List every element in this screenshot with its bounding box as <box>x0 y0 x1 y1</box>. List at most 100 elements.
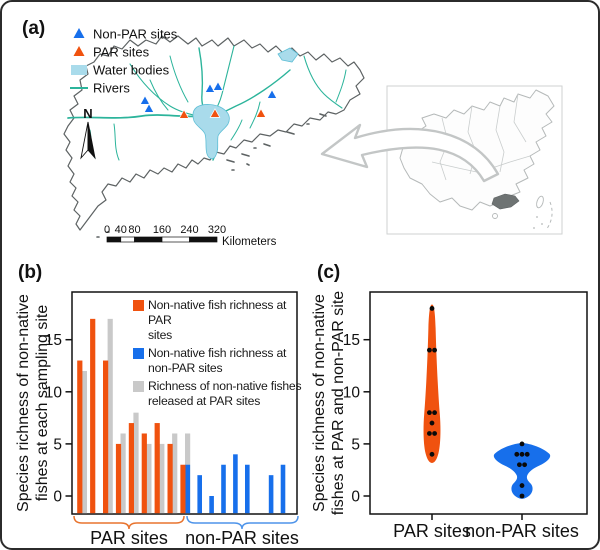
province-outline <box>63 35 365 231</box>
violin-panel: (c) Species richness of non-native fishe… <box>311 262 588 541</box>
bar-legend-entry: Non-native fish richness at non-PAR sites <box>133 346 303 376</box>
bar-legend-swatch-icon <box>133 348 144 359</box>
violin-point <box>514 451 520 457</box>
taiwan-island <box>536 195 544 209</box>
scalebar-segment <box>120 236 135 243</box>
scalebar-segment <box>134 236 163 243</box>
site-triangle-par <box>255 108 267 118</box>
locator-arrow-icon <box>320 123 500 183</box>
violin-par <box>423 304 441 463</box>
bar-nonpar-observed <box>245 464 250 514</box>
bar-par-observed <box>128 423 134 514</box>
guangdong-highlight <box>491 193 520 210</box>
map-panel: (a) <box>22 18 563 248</box>
scalebar-number: 320 <box>208 224 226 236</box>
scalebar-unit-label: Kilometers <box>222 236 277 248</box>
bar-par-released <box>120 433 126 514</box>
bar-legend-entry: Richness of non-native fishes released at… <box>133 379 303 409</box>
violin-point <box>429 451 435 457</box>
map-legend-label: PAR sites <box>93 45 150 60</box>
violin-ylabel-line1: Species richness of non-native <box>311 294 328 512</box>
non-par-sites-brace <box>186 515 299 530</box>
bar-chart-legend: Non-native fish richness at PAR sites Non-… <box>133 298 303 412</box>
legend-water-swatch-icon <box>71 65 87 75</box>
site-triangle-nonpar <box>212 81 224 91</box>
violin-point <box>519 493 525 499</box>
bar-par-observed <box>90 318 96 514</box>
north-label: N <box>83 106 92 121</box>
bar-group-label-par: PAR sites <box>90 528 168 548</box>
bar-legend-entry: Non-native fish richness at PAR sites <box>133 298 303 343</box>
panel-c-label: (c) <box>317 262 340 283</box>
violin-point <box>519 483 525 488</box>
bar-plot-frame <box>71 291 298 515</box>
scalebar-number: 240 <box>180 224 198 236</box>
bar-par-released <box>172 433 178 514</box>
violin-cat-label-par: PAR sites <box>393 521 471 541</box>
scalebar-segment <box>189 236 218 243</box>
bar-par-released <box>146 443 152 514</box>
scalebar-number: 40 <box>115 224 127 236</box>
bar-par-observed <box>154 423 160 514</box>
south-china-sea-line <box>545 201 553 231</box>
site-triangle-par <box>178 109 190 119</box>
bar-par-released <box>81 370 87 514</box>
sea-islets <box>533 216 543 229</box>
violin-point <box>519 441 525 447</box>
par-sites-brace <box>73 515 185 530</box>
bar-nonpar-observed <box>268 475 274 514</box>
violin-point <box>432 431 437 436</box>
bar-chart-panel: (b) Species richness of non-native fishe… <box>15 262 299 548</box>
violin-point <box>524 451 530 457</box>
bar-nonpar-observed <box>221 464 226 514</box>
bar-par-observed <box>141 433 147 514</box>
bar-legend-label: Non-native fish richness at PAR sites <box>148 298 287 342</box>
violin-point <box>432 347 437 353</box>
bar-y-tick-label: 0 <box>53 489 62 506</box>
site-triangle-nonpar <box>266 89 278 99</box>
map-legend-label: Water bodies <box>93 63 170 78</box>
bar-par-observed <box>77 360 83 514</box>
site-triangle-nonpar <box>143 103 155 113</box>
site-triangle-nonpar <box>139 95 151 105</box>
violin-nonpar <box>493 443 551 499</box>
violin-y-tick-label: 15 <box>343 332 360 349</box>
bar-legend-swatch-icon <box>133 381 144 392</box>
violin-y-tick-label: 0 <box>351 489 360 506</box>
violin-point <box>427 431 432 436</box>
water-bodies <box>192 47 299 160</box>
scalebar-number: 80 <box>128 224 140 236</box>
bar-par-observed <box>180 464 186 514</box>
bar-nonpar-observed <box>185 464 191 514</box>
violin-plot-frame <box>369 291 588 515</box>
bar-y-tick-label: 10 <box>45 384 63 401</box>
bar-par-observed <box>103 360 109 514</box>
map-legend-label: Non-PAR sites <box>93 27 178 42</box>
legend-par-triangle-icon <box>73 46 85 56</box>
bar-group-label-nonpar: non-PAR sites <box>185 528 299 548</box>
map-legend-label: Rivers <box>93 81 130 96</box>
coast-islands <box>96 113 327 238</box>
scalebar-segment <box>161 236 190 243</box>
violin-point <box>519 451 525 457</box>
legend-nonpar-triangle-icon <box>73 28 85 38</box>
scalebar-segment <box>106 236 122 243</box>
violin-point <box>429 420 435 426</box>
violin-cat-label-nonpar: non-PAR sites <box>465 521 579 541</box>
violin-point <box>427 347 432 353</box>
north-arrow-icon: N <box>80 106 96 160</box>
site-triangle-par <box>209 108 221 118</box>
violin-ylabel-line2: fishes at PAR and non-PAR site <box>330 291 347 516</box>
panel-b-label: (b) <box>18 262 42 283</box>
bar-y-tick-label: 5 <box>53 436 62 453</box>
violin-point <box>517 462 522 468</box>
bar-y-tick-label: 15 <box>45 332 62 349</box>
violin-y-tick-label: 10 <box>343 384 361 401</box>
violin-point <box>427 410 432 416</box>
bar-legend-label: Richness of non-native fishes released at… <box>148 379 302 408</box>
bar-legend-swatch-icon <box>133 300 144 311</box>
bar-nonpar-observed <box>233 454 238 514</box>
bar-nonpar-observed <box>209 496 214 514</box>
bar-nonpar-observed <box>197 475 202 514</box>
